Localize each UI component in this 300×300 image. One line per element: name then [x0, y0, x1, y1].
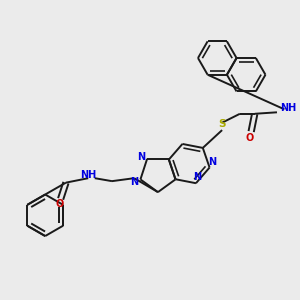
- Text: O: O: [55, 199, 63, 209]
- Text: N: N: [208, 157, 217, 167]
- Text: O: O: [246, 133, 254, 142]
- Text: N: N: [137, 152, 145, 162]
- Text: N: N: [130, 177, 139, 188]
- Text: S: S: [218, 119, 226, 129]
- Text: N: N: [194, 172, 202, 182]
- Text: NH: NH: [280, 103, 296, 113]
- Text: NH: NH: [80, 169, 96, 180]
